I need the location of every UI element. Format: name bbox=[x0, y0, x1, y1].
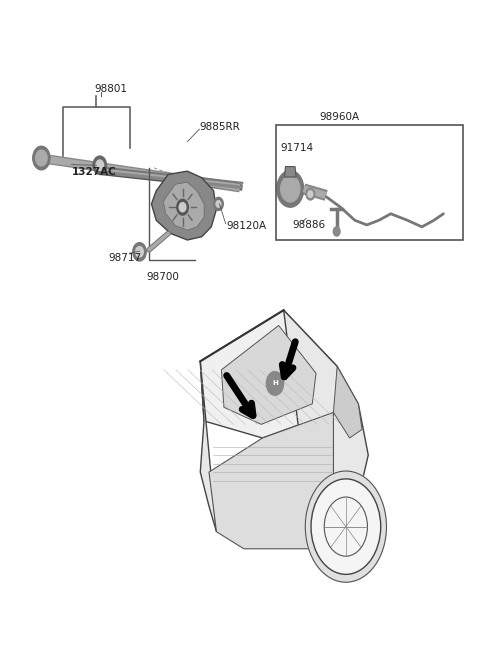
Circle shape bbox=[136, 246, 144, 257]
Text: 98886: 98886 bbox=[293, 220, 326, 230]
Circle shape bbox=[281, 175, 300, 202]
Polygon shape bbox=[209, 413, 334, 549]
Circle shape bbox=[179, 202, 186, 212]
Polygon shape bbox=[200, 310, 337, 438]
Circle shape bbox=[311, 479, 381, 574]
Circle shape bbox=[33, 147, 50, 170]
Text: 91714: 91714 bbox=[281, 143, 314, 153]
Circle shape bbox=[216, 200, 221, 207]
Circle shape bbox=[277, 171, 304, 207]
Circle shape bbox=[266, 372, 284, 396]
Text: 98717: 98717 bbox=[108, 253, 141, 263]
Polygon shape bbox=[221, 325, 316, 424]
Text: H: H bbox=[272, 380, 278, 386]
Text: 98960A: 98960A bbox=[319, 112, 359, 122]
Circle shape bbox=[96, 160, 104, 171]
Circle shape bbox=[93, 156, 107, 174]
Polygon shape bbox=[334, 367, 362, 438]
Circle shape bbox=[306, 188, 315, 200]
Circle shape bbox=[177, 199, 188, 215]
Circle shape bbox=[36, 150, 47, 166]
Polygon shape bbox=[200, 361, 216, 532]
Polygon shape bbox=[284, 310, 368, 537]
Circle shape bbox=[305, 471, 386, 582]
Text: 1327AC: 1327AC bbox=[72, 168, 116, 177]
Text: 9885RR: 9885RR bbox=[199, 122, 240, 131]
Polygon shape bbox=[152, 171, 216, 240]
Bar bbox=[276, 125, 463, 240]
Circle shape bbox=[133, 242, 146, 261]
Text: 98700: 98700 bbox=[147, 273, 180, 283]
Text: 98120A: 98120A bbox=[227, 221, 267, 231]
Circle shape bbox=[308, 191, 313, 197]
Circle shape bbox=[214, 197, 223, 210]
Polygon shape bbox=[285, 167, 296, 177]
Text: 98801: 98801 bbox=[94, 84, 127, 94]
Circle shape bbox=[333, 227, 340, 236]
Polygon shape bbox=[163, 182, 204, 230]
